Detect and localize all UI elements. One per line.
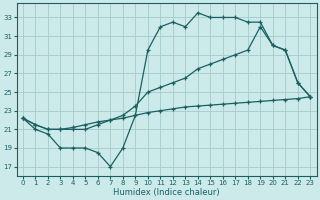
X-axis label: Humidex (Indice chaleur): Humidex (Indice chaleur): [113, 188, 220, 197]
